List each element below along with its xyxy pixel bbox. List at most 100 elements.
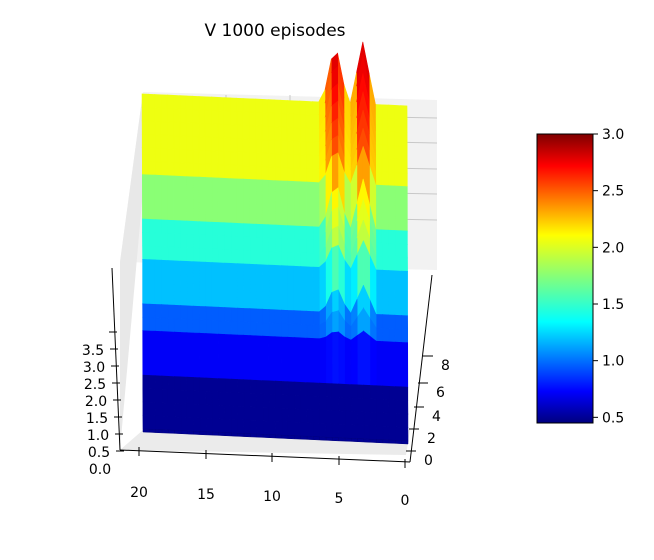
surface-patch (186, 403, 194, 419)
chart-title: V 1000 episodes (204, 21, 345, 41)
surface-patch (179, 175, 187, 222)
surface-patch (142, 218, 150, 234)
surface-patch (142, 245, 150, 260)
surface-patch (166, 94, 174, 110)
surface-patch (230, 236, 238, 251)
z-axis-line (111, 267, 121, 451)
surface-patch (325, 383, 333, 398)
surface-patch (274, 336, 282, 382)
surface-patch (237, 405, 245, 421)
surface-patch (262, 335, 270, 382)
surface-patch (381, 117, 389, 133)
surface-patch (180, 376, 188, 391)
surface-patch (198, 234, 206, 250)
surface-patch (255, 335, 264, 381)
surface-patch (268, 153, 276, 168)
surface-patch (312, 338, 320, 384)
surface-patch (193, 377, 200, 392)
y-tick-label: 2 (427, 431, 436, 447)
surface-patch (242, 151, 250, 167)
surface-patch (394, 104, 402, 120)
surface-patch (161, 317, 169, 333)
surface-patch (148, 107, 155, 122)
surface-patch (142, 374, 150, 390)
surface-patch (286, 140, 295, 155)
surface-patch (249, 308, 257, 323)
surface-patch (280, 153, 288, 169)
surface-patch (249, 250, 257, 265)
surface-patch (167, 402, 175, 418)
surface-patch (218, 333, 226, 380)
surface-patch (305, 168, 314, 183)
surface-patch (205, 377, 213, 393)
surface-patch (300, 381, 308, 397)
surface-patch (375, 131, 383, 146)
surface-patch (192, 234, 200, 249)
surface-patch (161, 259, 169, 306)
surface-patch (306, 422, 314, 437)
surface-patch (236, 178, 244, 224)
surface-patch (382, 425, 390, 441)
surface-patch (179, 108, 187, 124)
surface-patch (224, 320, 232, 336)
surface-patch (173, 318, 181, 333)
surface-patch (180, 305, 188, 320)
surface-patch (198, 261, 206, 307)
surface-patch (211, 333, 219, 379)
surface-patch (243, 250, 251, 265)
surface-front-patch (243, 433, 251, 438)
surface-patch (243, 178, 251, 225)
surface-patch (236, 222, 244, 238)
surface-patch (249, 165, 257, 181)
surface-patch (338, 423, 346, 439)
surface-patch (300, 337, 308, 383)
surface-patch (155, 402, 163, 417)
surface-patch (211, 418, 219, 433)
y-ticks: 0 2 4 6 8 (406, 355, 450, 469)
surface-patch (179, 162, 187, 177)
surface-patch (344, 424, 352, 439)
surface-patch (356, 384, 365, 399)
surface-patch (205, 306, 213, 321)
surface-patch (242, 165, 250, 180)
surface-patch (375, 157, 383, 173)
surface-patch (401, 342, 409, 388)
surface-patch (205, 177, 213, 223)
surface-patch (142, 330, 150, 376)
surface-front-patch (325, 436, 333, 441)
surface-patch (218, 262, 225, 308)
surface-patch (186, 417, 194, 432)
surface-patch (236, 151, 244, 167)
surface-patch (287, 310, 295, 325)
surface-patch (363, 330, 371, 386)
surface-patch (173, 260, 181, 306)
surface-patch (293, 381, 301, 397)
surface-patch (293, 113, 301, 129)
surface-patch (249, 321, 257, 337)
surface-front-patch (149, 428, 156, 433)
surface-patch (249, 138, 257, 154)
surface-patch (375, 412, 384, 427)
surface-patch (141, 147, 149, 162)
surface-patch (224, 222, 232, 237)
surface-patch (217, 177, 225, 224)
surface-patch (180, 318, 188, 334)
surface-patch (300, 395, 308, 410)
surface-patch (281, 421, 289, 436)
surface-patch (261, 152, 269, 168)
surface-patch (375, 242, 383, 258)
surface-patch (218, 320, 225, 335)
surface-patch (223, 124, 231, 139)
surface-patch (268, 407, 276, 422)
surface-patch (255, 322, 263, 337)
surface-patch (350, 424, 358, 439)
colorbar: 0.5 1.0 1.5 2.0 2.5 3.0 (536, 127, 624, 426)
surface-patch (180, 247, 187, 262)
surface-patch (223, 137, 231, 153)
surface-patch (369, 385, 377, 400)
surface-patch (286, 127, 294, 142)
surface-patch (236, 249, 244, 265)
surface-patch (306, 382, 314, 397)
surface-patch (280, 238, 288, 253)
